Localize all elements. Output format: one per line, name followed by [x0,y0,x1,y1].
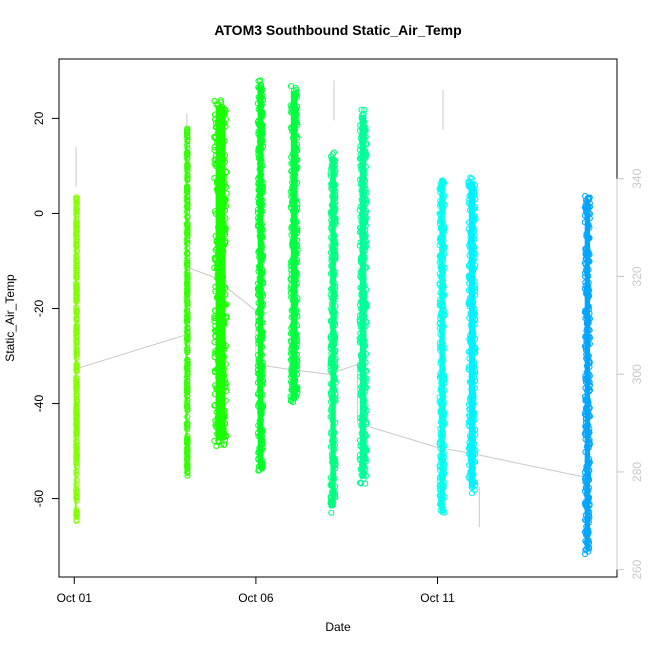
data-point [361,106,368,114]
data-point-cluster [468,181,476,488]
data-point [467,174,474,181]
flight-series-8 [436,177,448,516]
right-tick-label: 300 [630,364,644,384]
x-axis-title: Date [325,620,351,634]
data-point [257,77,264,84]
y-tick-label: 20 [32,111,46,125]
y-tick-label: -60 [32,490,46,508]
chart-title: ATOM3 Southbound Static_Air_Temp [214,22,461,38]
flight-series-4 [254,77,267,474]
plot-frame [58,58,618,578]
data-point [330,149,337,156]
y-tick-label: 0 [32,210,46,217]
flight-series-1 [73,194,80,524]
data-point-cluster [257,86,264,469]
right-tick-label: 260 [630,559,644,579]
data-point [357,479,365,487]
data-point-cluster [74,200,77,517]
y-tick-label: -40 [32,395,46,413]
data-point [439,177,446,184]
data-point-cluster [584,200,591,550]
data-point-cluster [330,157,336,507]
axes: Oct 01 Oct 06 Oct 11 -60 -40 -20 0 20 260 280 300 3… [32,111,644,605]
right-tick-label: 340 [630,168,644,188]
plot-marks [73,77,594,558]
data-point-cluster [185,133,188,474]
data-point-cluster [439,186,445,507]
right-tick-label: 280 [630,462,644,482]
y-axis-title: Static_Air_Temp [3,274,17,362]
flight-series-2 [184,125,191,479]
data-point [439,508,446,515]
x-tick-label: Oct 11 [420,591,455,605]
right-tick-label: 320 [630,266,644,286]
data-point [582,550,589,558]
data-point [73,516,80,524]
data-point [287,398,295,405]
data-point [328,509,335,516]
flight-series-7 [356,106,370,487]
flight-series-3 [211,97,230,450]
x-tick-label: Oct 06 [238,591,274,605]
data-point [582,193,589,200]
data-point-cluster [290,91,298,398]
x-tick-label: Oct 01 [57,591,93,605]
data-point-cluster [359,114,367,479]
data-point [211,97,218,105]
data-point [217,97,224,104]
flight-series-6 [327,149,339,516]
flight-series-10 [581,193,594,558]
data-point [211,437,218,444]
flight-series-9 [465,174,479,497]
data-point-cluster [215,105,226,441]
y-tick-label: -20 [32,299,46,317]
flight-series-5 [287,83,301,406]
